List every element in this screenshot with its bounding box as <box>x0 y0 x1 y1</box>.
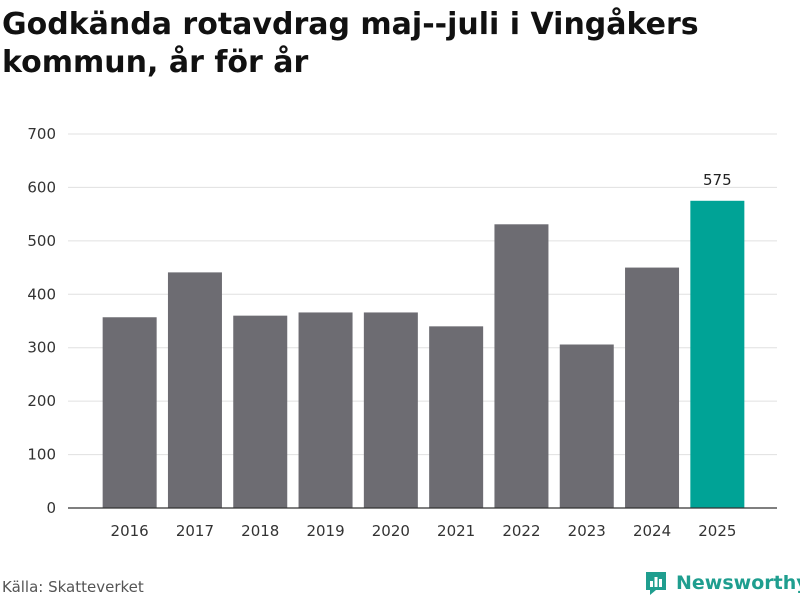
y-tick-label: 500 <box>27 232 56 250</box>
y-tick-label: 400 <box>27 285 56 303</box>
bars <box>102 200 745 509</box>
y-tick-label: 700 <box>27 125 56 143</box>
data-label: 575 <box>703 171 732 189</box>
bar-2018 <box>233 315 288 508</box>
bar-2016 <box>102 317 157 508</box>
bar-2019 <box>298 312 353 508</box>
data-labels: 575 <box>703 171 732 189</box>
x-tick-label: 2018 <box>241 522 279 540</box>
bar-2025 <box>690 200 745 509</box>
x-tick-label: 2016 <box>111 522 149 540</box>
bar-2021 <box>429 326 484 508</box>
x-tick-label: 2019 <box>306 522 344 540</box>
bar-2020 <box>363 312 418 508</box>
y-tick-label: 0 <box>46 499 56 517</box>
x-tick-label: 2022 <box>502 522 540 540</box>
x-tick-label: 2017 <box>176 522 214 540</box>
brand-name: Newsworthy <box>676 572 800 594</box>
newsworthy-logo-icon <box>646 572 666 595</box>
y-tick-label: 200 <box>27 392 56 410</box>
x-tick-label: 2021 <box>437 522 475 540</box>
y-tick-label: 100 <box>27 446 56 464</box>
x-tick-label: 2020 <box>372 522 410 540</box>
x-tick-label: 2023 <box>568 522 606 540</box>
x-tick-label: 2024 <box>633 522 671 540</box>
y-tick-label: 600 <box>27 178 56 196</box>
x-axis-ticks: 2016 2017 2018 2019 2020 2021 2022 2023 2024 2025 <box>111 522 737 540</box>
source-note: Källa: Skatteverket <box>2 578 144 596</box>
brand[interactable]: Newsworthy <box>644 570 800 596</box>
x-tick-label: 2025 <box>698 522 736 540</box>
bar-2023 <box>559 344 614 508</box>
y-axis-ticks: 0 100 200 300 400 500 600 700 <box>27 125 56 517</box>
bar-2022 <box>494 224 549 508</box>
y-tick-label: 300 <box>27 339 56 357</box>
bar-2017 <box>167 272 222 508</box>
bar-2024 <box>625 267 680 508</box>
chart-title: Godkända rotavdrag maj--juli i Vingåkers… <box>2 7 699 80</box>
